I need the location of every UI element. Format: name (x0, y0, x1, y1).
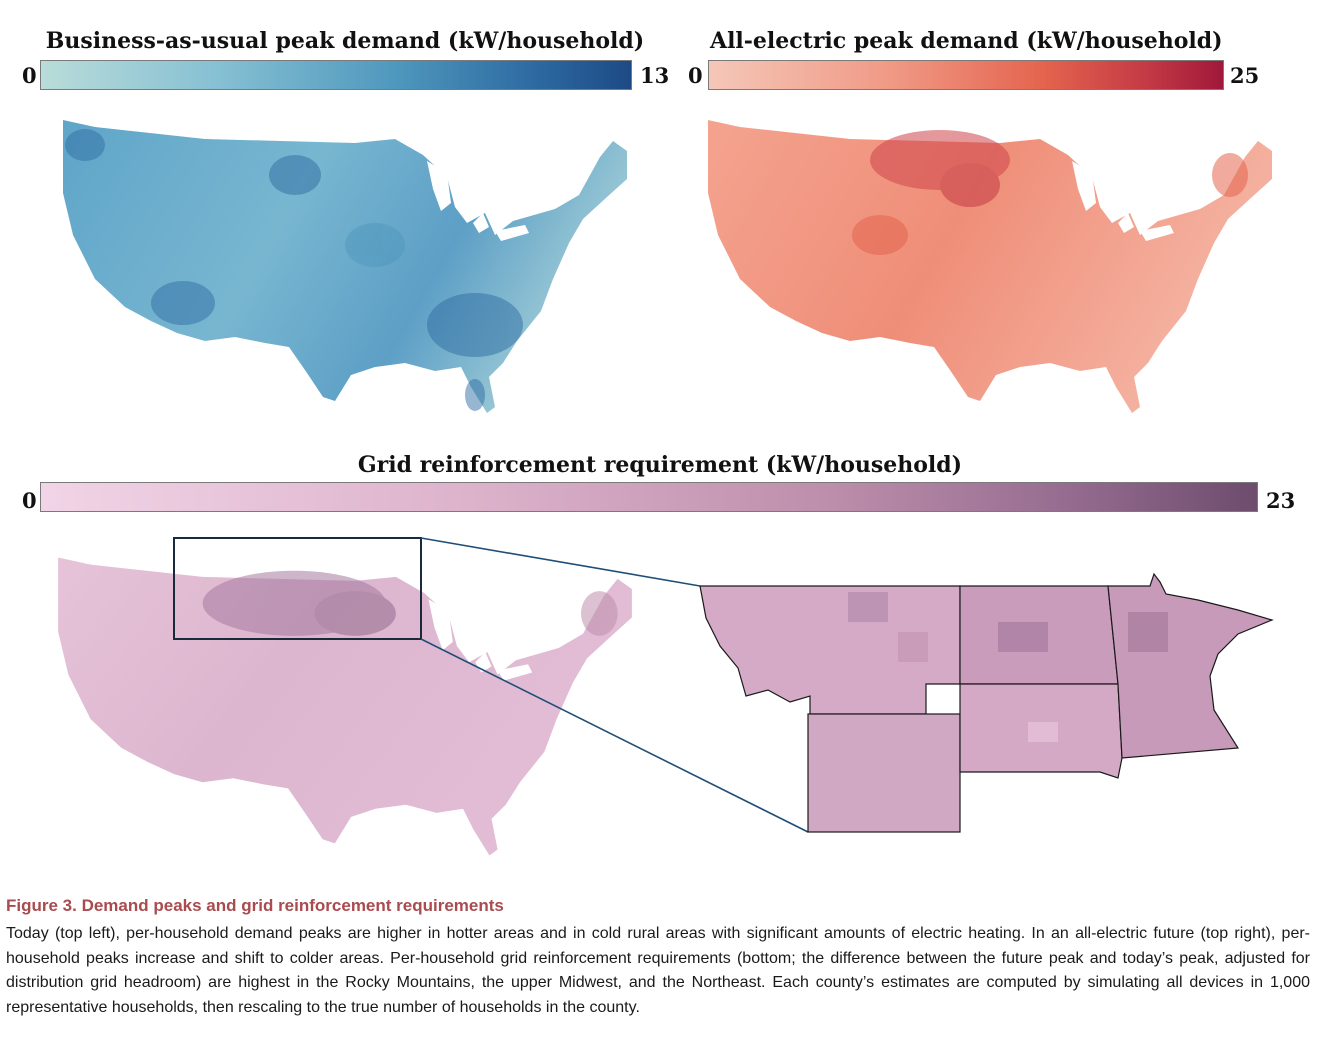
bau-scale-max: 13 (640, 63, 670, 88)
inset-wyoming (807, 713, 961, 833)
ae-darker-regions (852, 130, 1248, 255)
caption-title: Figure 3. Demand peaks and grid reinforc… (6, 896, 504, 915)
inset-zoom-map (699, 572, 1274, 833)
grid-us-shape (58, 557, 632, 856)
caption-body: Today (top left), per-household demand p… (6, 925, 1310, 1016)
ae-great-lakes (1072, 161, 1174, 241)
ae-scale-min: 0 (688, 63, 703, 88)
grid-title: Grid reinforcement requirement (kW/house… (357, 452, 963, 478)
grid-great-lakes (428, 599, 533, 681)
inset-montana (699, 585, 961, 715)
ae-title: All-electric peak demand (kW/household) (710, 28, 1223, 54)
grid-colorbar (40, 482, 1258, 512)
ae-us-map (708, 120, 1272, 413)
inset-connector-bottom (420, 638, 809, 833)
ae-us-shape (708, 120, 1272, 413)
bau-darker-regions (65, 129, 523, 411)
grid-scale-max: 23 (1266, 488, 1296, 513)
grid-scale-min: 0 (22, 488, 37, 513)
grid-us-map (58, 557, 632, 856)
bau-colorbar (40, 60, 632, 90)
ae-scale-max: 25 (1230, 63, 1260, 88)
grid-darker-regions (202, 570, 618, 636)
bau-great-lakes (427, 161, 529, 241)
bau-us-map (63, 120, 627, 413)
inset-callout (173, 537, 809, 833)
inset-selection-box (173, 537, 422, 640)
bau-title: Business-as-usual peak demand (kW/househ… (45, 28, 645, 54)
inset-county-shading (848, 592, 1168, 742)
inset-minnesota (1107, 572, 1274, 759)
ae-colorbar (708, 60, 1224, 90)
inset-connector-top (420, 537, 701, 587)
bau-scale-min: 0 (22, 63, 37, 88)
